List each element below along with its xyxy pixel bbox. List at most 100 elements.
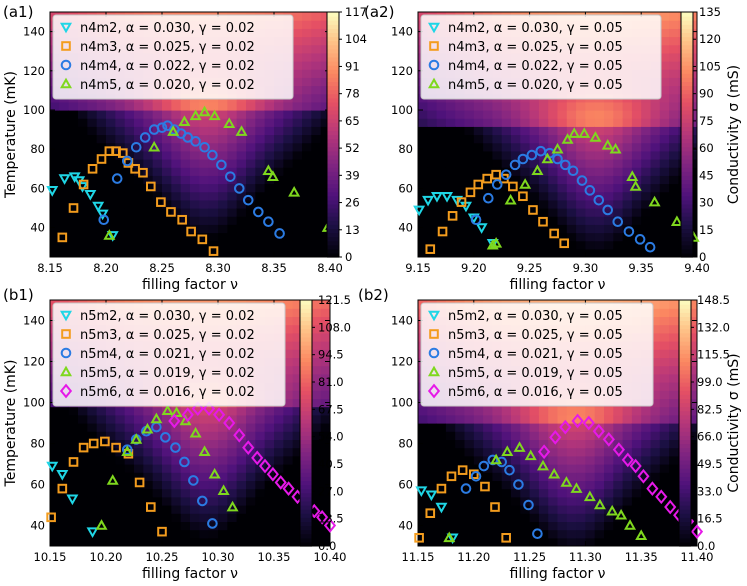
heatmap-cell <box>669 300 679 309</box>
heatmap-cell <box>511 423 521 432</box>
colorbar-segment <box>327 118 339 123</box>
heatmap-cell <box>115 472 126 481</box>
heatmap-cell <box>218 240 228 250</box>
heatmap-cell <box>576 134 586 144</box>
colorbar-segment <box>679 488 691 494</box>
heatmap-cell <box>124 505 135 514</box>
heatmap-cell <box>283 232 294 242</box>
heatmap-cell <box>320 101 330 111</box>
heatmap-cell <box>687 349 697 358</box>
heatmap-cell <box>687 390 697 399</box>
heatmap-cell <box>134 447 144 457</box>
heatmap-cell <box>631 134 642 144</box>
heatmap-cell <box>162 118 172 127</box>
heatmap-cell <box>650 191 661 201</box>
data-point <box>262 164 275 176</box>
heatmap-cell <box>311 85 322 95</box>
heatmap-cell <box>650 118 661 127</box>
heatmap-cell <box>418 232 428 242</box>
heatmap-cell <box>566 521 577 531</box>
heatmap-cell <box>622 496 633 506</box>
heatmap-cell <box>669 36 679 46</box>
x-tick-label: 9.40 <box>684 261 710 275</box>
colorbar-segment <box>681 93 693 99</box>
heatmap-cell <box>320 332 330 342</box>
heatmap-cell <box>445 134 456 144</box>
heatmap-cell <box>208 248 219 257</box>
heatmap-cell <box>311 183 322 193</box>
colorbar-tick-label: 49.5 <box>697 457 723 471</box>
heatmap-cell <box>208 167 219 176</box>
heatmap-cell <box>236 150 247 160</box>
heatmap-cell <box>631 431 642 440</box>
heatmap-cell <box>199 406 210 416</box>
heatmap-cell <box>96 248 107 257</box>
x-tick-label: 8.30 <box>205 261 231 275</box>
colorbar-segment <box>681 28 693 34</box>
heatmap-cell <box>566 175 577 185</box>
heatmap-cell <box>227 537 238 546</box>
colorbar-segment <box>679 484 691 490</box>
heatmap-cell <box>50 537 60 546</box>
heatmap-cell <box>669 126 679 136</box>
heatmap-cell <box>199 208 210 217</box>
heatmap-cell <box>436 464 447 473</box>
heatmap-cell <box>274 110 284 119</box>
heatmap-cell <box>264 406 275 416</box>
data-point <box>513 479 524 490</box>
heatmap-cell <box>548 529 559 539</box>
colorbar-segment <box>681 12 693 17</box>
data-point <box>549 228 559 239</box>
heatmap-cell <box>143 464 154 473</box>
heatmap-cell <box>622 167 633 176</box>
heatmap-cell <box>162 472 172 481</box>
heatmap-cell <box>604 232 614 242</box>
heatmap-cell <box>50 118 60 127</box>
colorbar-segment <box>300 369 312 375</box>
heatmap-cell <box>520 126 531 136</box>
heatmap-cell <box>227 488 238 498</box>
heatmap-cell <box>134 101 144 111</box>
colorbar-tick-label: 27.0 <box>318 484 344 498</box>
heatmap-cell <box>255 208 266 217</box>
heatmap-cell <box>106 521 116 531</box>
heatmap-cell <box>576 439 586 449</box>
colorbar-segment <box>300 345 312 350</box>
heatmap-cell <box>483 199 493 209</box>
colorbar-segment <box>679 525 691 531</box>
heatmap-cell <box>436 101 447 111</box>
heatmap-cell <box>631 521 642 531</box>
heatmap-cell <box>255 505 266 514</box>
heatmap-cell <box>650 167 661 176</box>
heatmap-cell <box>264 240 275 250</box>
heatmap-cell <box>320 77 330 87</box>
heatmap-cell <box>669 390 679 399</box>
colorbar-segment <box>681 36 693 42</box>
heatmap-cell <box>483 521 493 531</box>
heatmap-cell <box>669 537 679 546</box>
heatmap-cell <box>418 240 428 250</box>
heatmap-cell <box>246 496 256 506</box>
legend-entry: n5m3, α = 0.025, γ = 0.05 <box>448 328 623 343</box>
heatmap-cell <box>274 513 284 522</box>
heatmap-cell <box>585 472 596 481</box>
heatmap-cell <box>311 36 322 46</box>
colorbar-segment <box>300 324 312 330</box>
heatmap-cell <box>641 439 652 449</box>
heatmap-cell <box>311 537 322 546</box>
heatmap-cell <box>687 423 697 432</box>
heatmap-cell <box>311 93 322 103</box>
heatmap-cell <box>115 537 126 546</box>
colorbar-segment <box>681 101 693 107</box>
data-point <box>422 195 435 207</box>
data-point <box>198 445 211 456</box>
heatmap-cell <box>483 472 493 481</box>
colorbar-segment <box>327 16 339 21</box>
heatmap-cell <box>520 167 531 176</box>
heatmap-cell <box>255 488 266 498</box>
heatmap-cell <box>190 496 200 506</box>
heatmap-cell <box>594 216 605 225</box>
data-point <box>584 185 596 196</box>
heatmap-cell <box>311 159 322 168</box>
heatmap-cell <box>445 406 456 416</box>
